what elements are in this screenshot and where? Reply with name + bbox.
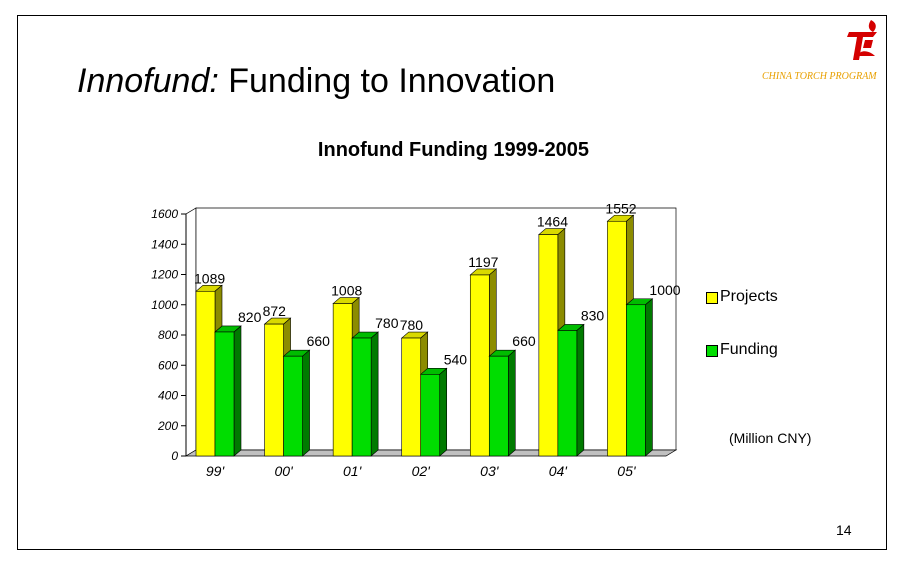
bar-side-funding xyxy=(576,323,585,457)
bar-funding xyxy=(420,374,441,457)
bar-projects xyxy=(401,337,422,457)
data-label-funding: 820 xyxy=(238,309,262,325)
x-tick-label: 05' xyxy=(617,463,637,479)
bar-funding xyxy=(488,355,509,457)
y-tick-label: 1200 xyxy=(151,268,178,282)
chart-title: Innofund Funding 1999-2005 xyxy=(317,139,590,161)
bar-side-funding xyxy=(302,349,310,457)
data-label-funding: 660 xyxy=(512,333,536,349)
bar-projects xyxy=(332,303,353,457)
legend-swatch-funding xyxy=(706,345,718,357)
bar-funding xyxy=(626,304,646,457)
bar-funding xyxy=(214,331,235,457)
bar-side-funding xyxy=(370,331,379,457)
bar-projects xyxy=(607,220,627,457)
bar-side-funding xyxy=(233,325,242,457)
legend-label-funding: Funding xyxy=(720,341,778,358)
bar-funding xyxy=(557,330,578,457)
bar-projects xyxy=(538,234,559,457)
slide-title-rest: Funding to Innovation xyxy=(218,62,556,100)
x-tick-label: 00' xyxy=(274,463,294,479)
data-label-funding: 540 xyxy=(444,351,468,367)
torch-logo-icon xyxy=(847,20,877,60)
y-tick-label: 1600 xyxy=(151,207,178,221)
slide-frame xyxy=(17,15,887,550)
x-tick-label: 99' xyxy=(206,463,226,479)
page-number: 14 xyxy=(836,522,852,538)
bar-projects xyxy=(195,290,216,457)
y-tick-label: 0 xyxy=(171,449,178,463)
chart-side-wall xyxy=(185,207,197,457)
y-tick-label: 1400 xyxy=(151,237,178,251)
legend-label-projects: Projects xyxy=(720,288,778,305)
x-tick-label: 04' xyxy=(549,463,569,479)
bar-funding xyxy=(351,337,372,457)
data-label-projects: 1464 xyxy=(537,214,568,230)
bar-side-funding xyxy=(507,349,516,457)
slide-title-italic: Innofund: xyxy=(77,62,219,100)
data-label-projects: 872 xyxy=(263,303,287,319)
y-tick-label: 1000 xyxy=(151,298,178,312)
program-label: CHINA TORCH PROGRAM xyxy=(762,71,877,82)
slide-title: Innofund: Funding to Innovation xyxy=(77,62,555,101)
bar-side-funding xyxy=(439,367,448,457)
legend-swatch-projects xyxy=(706,292,718,304)
data-label-funding: 830 xyxy=(581,307,605,323)
y-tick-label: 200 xyxy=(157,419,178,433)
bar-projects xyxy=(264,323,284,457)
bar-projects xyxy=(469,274,490,457)
data-label-projects: 1089 xyxy=(194,270,225,286)
y-tick-label: 400 xyxy=(158,389,178,403)
data-label-funding: 780 xyxy=(375,315,399,331)
x-tick-label: 03' xyxy=(480,463,500,479)
data-label-projects: 1552 xyxy=(605,200,636,216)
data-label-funding: 1000 xyxy=(649,282,680,298)
data-label-funding: 660 xyxy=(307,333,331,349)
data-label-projects: 1197 xyxy=(468,254,498,270)
unit-note: (Million CNY) xyxy=(729,430,812,446)
bar-funding xyxy=(283,355,303,457)
y-tick-label: 800 xyxy=(158,328,178,342)
y-tick-label: 600 xyxy=(158,358,178,372)
bar-side-funding xyxy=(645,298,653,457)
x-tick-label: 01' xyxy=(343,463,363,479)
x-tick-label: 02' xyxy=(412,463,432,479)
data-label-projects: 1008 xyxy=(331,283,362,299)
data-label-projects: 780 xyxy=(400,317,424,333)
